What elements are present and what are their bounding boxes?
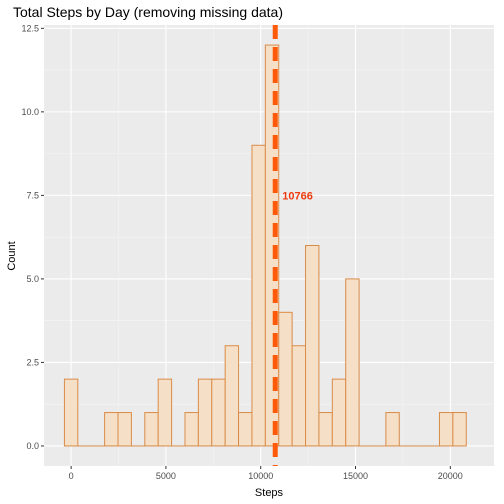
x-tick-label: 0 bbox=[69, 471, 74, 481]
x-tick-label: 15000 bbox=[343, 471, 368, 481]
histogram-bar bbox=[238, 412, 253, 447]
histogram-bar bbox=[197, 378, 213, 447]
histogram-bar bbox=[211, 378, 226, 447]
histogram-bar bbox=[63, 378, 79, 447]
mean-annotation: 10766 bbox=[282, 190, 313, 202]
y-tick-label: 12.5 bbox=[21, 23, 39, 33]
x-tick-label: 5000 bbox=[156, 471, 176, 481]
histogram-bar bbox=[104, 412, 119, 447]
histogram-bar bbox=[224, 345, 240, 447]
y-tick-label: 5.0 bbox=[26, 274, 39, 284]
x-tick-label: 20000 bbox=[438, 471, 463, 481]
histogram-bar bbox=[251, 144, 266, 447]
y-tick-label: 0.0 bbox=[26, 441, 39, 451]
histogram-bar bbox=[278, 311, 293, 447]
y-tick-label: 10.0 bbox=[21, 107, 39, 117]
histogram-bar bbox=[345, 278, 360, 447]
x-tick-label: 10000 bbox=[248, 471, 273, 481]
x-axis-title: Steps bbox=[255, 487, 284, 499]
histogram-bar bbox=[331, 378, 347, 447]
y-tick-label: 7.5 bbox=[26, 190, 39, 200]
histogram-bar bbox=[157, 378, 173, 447]
y-axis-title: Count bbox=[6, 241, 18, 270]
histogram-bar bbox=[438, 412, 454, 447]
histogram-bar bbox=[117, 412, 132, 447]
histogram-bar bbox=[184, 412, 199, 447]
chart-title: Total Steps by Day (removing missing dat… bbox=[13, 4, 283, 20]
histogram-bar bbox=[291, 345, 307, 447]
histogram-bar bbox=[385, 412, 400, 447]
y-axis-ticks: 0.0 2.5 5.0 7.5 10.0 12.5 bbox=[21, 23, 44, 451]
histogram-bar bbox=[452, 412, 467, 447]
x-axis-ticks: 0 5000 10000 15000 20000 bbox=[69, 466, 463, 481]
histogram-bar bbox=[318, 412, 333, 447]
histogram-bar bbox=[305, 245, 320, 447]
histogram-bar bbox=[144, 412, 159, 447]
y-tick-label: 2.5 bbox=[26, 357, 39, 367]
